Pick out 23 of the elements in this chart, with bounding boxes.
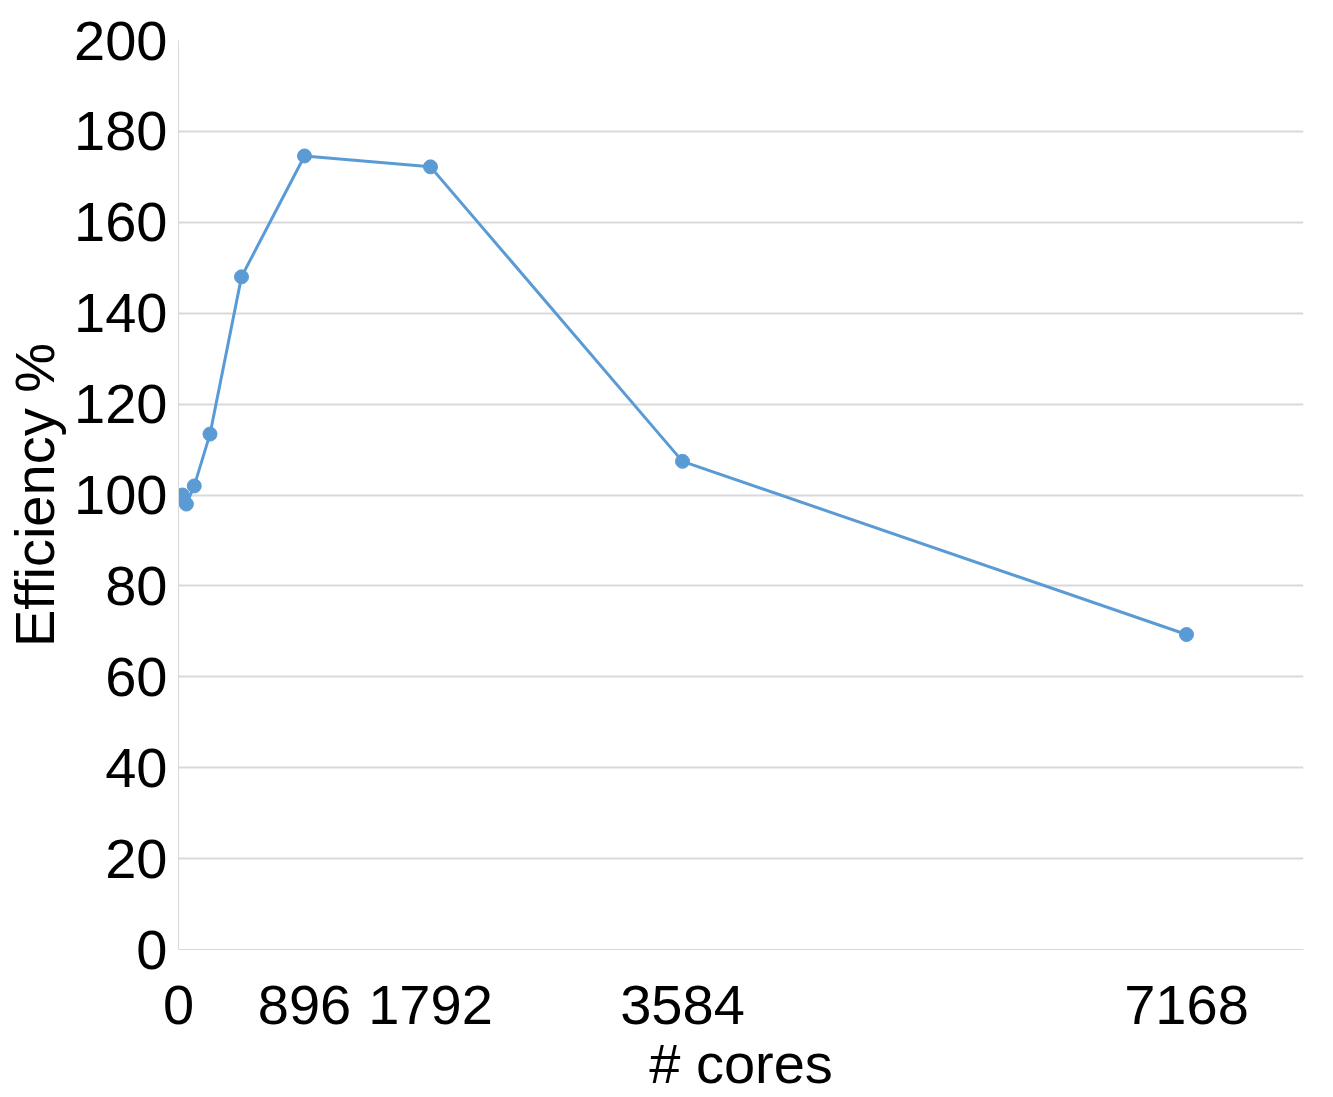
point	[675, 453, 690, 469]
x-tick-label: 896	[257, 972, 352, 1036]
y-tick-label: 80	[105, 553, 168, 617]
y-tick-label: 60	[105, 644, 168, 708]
y-tick-label: 0	[136, 917, 168, 981]
y-tick-label: 40	[105, 735, 168, 799]
point	[1179, 627, 1194, 643]
point	[186, 478, 202, 494]
y-tick-label: 140	[74, 281, 168, 345]
y-tick-label: 160	[74, 190, 168, 254]
point	[297, 148, 312, 164]
point	[202, 426, 218, 442]
y-tick-label: 180	[74, 99, 168, 163]
y-tick-label: 20	[105, 826, 168, 890]
y-tick-label: 100	[74, 463, 168, 526]
point	[178, 496, 194, 512]
point	[234, 269, 249, 285]
x-tick-label: 7168	[1124, 972, 1249, 1036]
point	[423, 159, 438, 175]
x-tick-label: 1792	[368, 972, 493, 1036]
y-tick-label: 200	[74, 8, 168, 72]
y-tick-label: 120	[74, 372, 168, 436]
y-axis-title: Efficiency %	[3, 343, 67, 647]
